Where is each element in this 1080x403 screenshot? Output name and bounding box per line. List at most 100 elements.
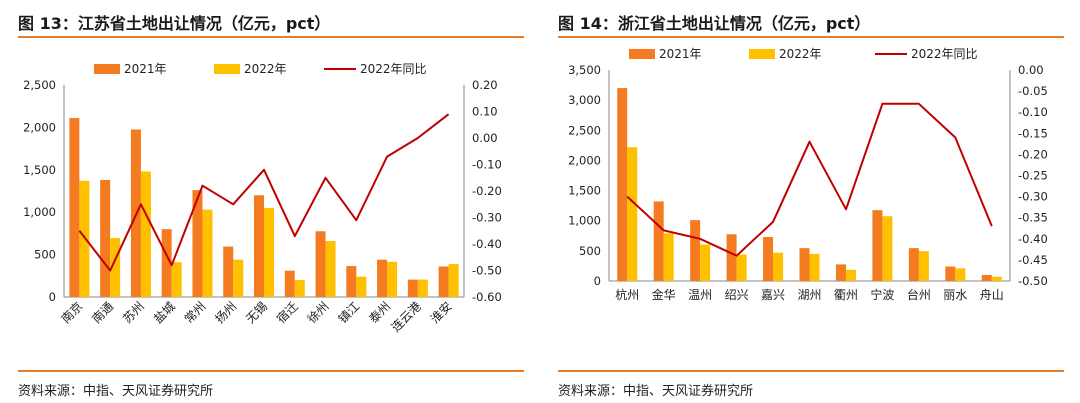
bar-2022 xyxy=(809,253,820,281)
right-axis-tick-label: -0.20 xyxy=(1018,147,1048,161)
bar-2022 xyxy=(882,216,893,281)
right-axis-tick-label: -0.05 xyxy=(1018,84,1048,98)
legend-label-2022: 2022年 xyxy=(779,47,822,61)
left-axis-tick-label: 0 xyxy=(49,290,56,304)
bar-2022 xyxy=(918,251,929,281)
right-axis-tick-label: -0.30 xyxy=(472,211,502,225)
left-axis-tick-label: 3,000 xyxy=(568,93,601,107)
right-axis-tick-label: -0.15 xyxy=(1018,126,1048,140)
source-rule xyxy=(558,370,1064,372)
bar-2022 xyxy=(294,280,305,297)
bar-2022 xyxy=(736,254,747,281)
bar-2022 xyxy=(202,209,213,297)
x-axis-category-label: 扬州 xyxy=(212,299,240,327)
left-axis-tick-label: 2,500 xyxy=(23,78,56,92)
legend-swatch-2022 xyxy=(214,64,240,74)
legend-label-2021: 2021年 xyxy=(124,62,167,76)
source-rule xyxy=(18,370,524,372)
legend-swatch-2021 xyxy=(629,49,655,59)
left-axis-tick-label: 0 xyxy=(594,274,601,288)
left-axis-tick-label: 2,000 xyxy=(23,120,56,134)
right-axis-tick-label: -0.45 xyxy=(1018,253,1048,267)
bar-2021 xyxy=(69,118,80,298)
bar-2021 xyxy=(161,229,172,297)
right-axis-tick-label: -0.10 xyxy=(1018,105,1048,119)
right-axis-tick-label: -0.50 xyxy=(1018,274,1048,288)
x-axis-category-label: 金华 xyxy=(652,287,676,302)
right-axis-tick-label: -0.60 xyxy=(472,290,502,304)
left-axis-tick-label: 500 xyxy=(34,248,56,262)
title-rule xyxy=(558,36,1064,38)
right-axis-tick-label: -0.25 xyxy=(1018,169,1048,183)
bar-2021 xyxy=(799,248,810,281)
right-axis-tick-label: -0.20 xyxy=(472,184,502,198)
bar-2021 xyxy=(438,266,449,297)
right-axis-tick-label: 0.10 xyxy=(472,105,498,119)
bar-2021 xyxy=(315,231,326,297)
x-axis-category-label: 绍兴 xyxy=(725,288,749,302)
right-axis-tick-label: -0.50 xyxy=(472,264,502,278)
bar-2021 xyxy=(617,88,628,281)
left-axis-tick-label: 1,000 xyxy=(23,205,56,219)
title-rule xyxy=(18,36,524,38)
legend-swatch-2022 xyxy=(749,49,775,59)
bar-2021 xyxy=(377,259,388,297)
bar-2022 xyxy=(79,180,90,297)
bar-2022 xyxy=(110,238,121,297)
bar-2022 xyxy=(264,207,274,297)
x-axis-category-label: 衢州 xyxy=(834,288,858,302)
right-axis-tick-label: -0.30 xyxy=(1018,190,1048,204)
left-axis-tick-label: 1,500 xyxy=(568,184,601,198)
x-axis-category-label: 台州 xyxy=(907,287,931,302)
bar-2022 xyxy=(325,241,336,297)
left-axis-tick-label: 1,000 xyxy=(568,214,601,228)
bar-2022 xyxy=(627,147,638,281)
left-axis-tick-label: 500 xyxy=(579,244,601,258)
chart-title: 图 14：浙江省土地出让情况（亿元，pct） xyxy=(558,14,871,33)
bar-2022 xyxy=(845,269,856,281)
source-note: 资料来源：中指、天风证券研究所 xyxy=(18,384,214,399)
yoy-line xyxy=(78,113,450,272)
bar-2022 xyxy=(140,171,151,297)
bar-2022 xyxy=(663,233,674,281)
x-axis-category-label: 宁波 xyxy=(870,287,894,302)
x-axis-category-label: 无锡 xyxy=(243,299,271,327)
bar-2021 xyxy=(763,236,774,281)
bar-2021 xyxy=(100,179,111,297)
bar-2021 xyxy=(726,234,737,281)
right-axis-tick-label: 0.00 xyxy=(472,131,498,145)
x-axis-category-label: 淮安 xyxy=(427,299,455,327)
legend-label-2021: 2021年 xyxy=(659,47,702,61)
yoy-line xyxy=(626,102,993,257)
right-axis-tick-label: -0.35 xyxy=(1018,211,1048,225)
bar-2022 xyxy=(356,276,367,297)
legend-swatch-2021 xyxy=(94,64,120,74)
bar-2021 xyxy=(908,248,919,281)
bar-2021 xyxy=(872,210,883,281)
bar-2022 xyxy=(171,262,182,297)
x-axis-category-label: 常州 xyxy=(182,299,209,326)
x-axis-category-label: 镇江 xyxy=(336,299,363,326)
x-axis-category-label: 连云港 xyxy=(388,299,424,335)
bar-2022 xyxy=(700,244,711,281)
left-axis-tick-label: 2,500 xyxy=(568,123,601,137)
legend-label-2022: 2022年 xyxy=(244,62,287,76)
bar-2021 xyxy=(835,264,846,281)
bar-2021 xyxy=(192,190,203,297)
bar-2022 xyxy=(387,261,398,297)
x-axis-category-label: 泰州 xyxy=(366,299,393,326)
x-axis-category-label: 徐州 xyxy=(304,299,332,327)
right-axis-tick-label: -0.10 xyxy=(472,158,502,172)
left-axis-tick-label: 2,000 xyxy=(568,153,601,167)
x-axis-category-label: 湖州 xyxy=(797,287,821,302)
chart-title: 图 13：江苏省土地出让情况（亿元，pct） xyxy=(18,14,331,33)
legend-label-yoy: 2022年同比 xyxy=(360,62,427,76)
bar-2022 xyxy=(773,252,784,281)
bar-2022 xyxy=(448,263,459,297)
x-axis-category-label: 丽水 xyxy=(943,288,967,302)
x-axis-category-label: 盐城 xyxy=(151,299,178,326)
bar-2021 xyxy=(254,195,264,297)
source-note: 资料来源：中指、天风证券研究所 xyxy=(558,384,754,399)
bar-2021 xyxy=(690,220,701,281)
x-axis-category-label: 嘉兴 xyxy=(761,288,785,302)
